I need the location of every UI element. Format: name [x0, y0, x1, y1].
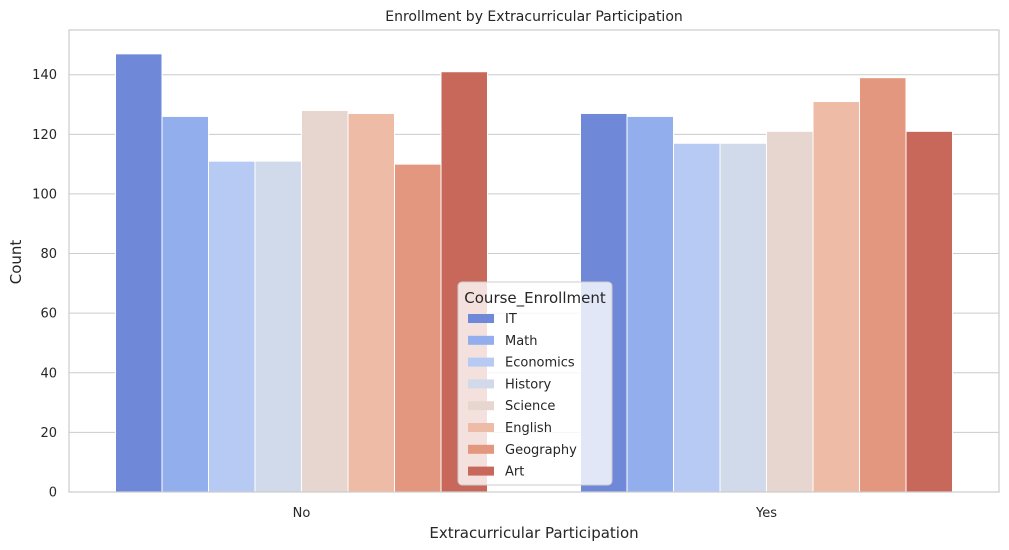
legend-swatch-it — [468, 314, 494, 323]
x-tick-labels: No Yes — [293, 506, 778, 521]
bar-geography-yes — [859, 77, 907, 493]
legend: Course_Enrollment IT Math Economics History S… — [457, 281, 613, 486]
bar-math-no — [161, 115, 209, 493]
bar-economics-yes — [673, 142, 721, 493]
legend-swatch-history — [468, 379, 494, 389]
legend-label-art: Art — [505, 465, 524, 480]
legend-label-history: History — [505, 377, 552, 392]
bar-economics-no — [208, 160, 256, 493]
legend-swatch-english — [468, 423, 494, 432]
legend-swatch-geography — [468, 444, 494, 454]
y-tick-label: 20 — [40, 426, 57, 441]
legend-title: Course_Enrollment — [464, 289, 606, 308]
bar-english-yes — [812, 101, 860, 493]
bar-science-yes — [766, 130, 814, 493]
bar-art-yes — [905, 130, 953, 493]
bars — [115, 53, 953, 493]
legend-label-science: Science — [505, 399, 555, 414]
bar-geography-no — [394, 163, 442, 493]
plot-frame — [68, 29, 1000, 493]
y-tick-label: 140 — [32, 68, 57, 83]
bar-math-yes — [626, 115, 674, 493]
legend-label-math: Math — [505, 334, 538, 349]
y-tick-label: 80 — [40, 247, 57, 262]
y-axis-label: Count — [7, 240, 25, 285]
legend-box — [457, 281, 613, 486]
bar-science-no — [301, 109, 349, 493]
bar-it-no — [115, 53, 163, 493]
y-tick-labels: 0 20 40 60 80 100 120 140 — [32, 68, 57, 500]
x-axis-label: Extracurricular Participation — [429, 524, 638, 542]
legend-swatch-math — [468, 335, 494, 345]
legend-swatch-economics — [468, 357, 494, 367]
x-tick-label: Yes — [755, 506, 777, 521]
y-tick-label: 100 — [32, 187, 57, 202]
chart-title: Enrollment by Extracurricular Participat… — [385, 9, 683, 25]
y-tick-label: 40 — [40, 366, 57, 381]
bar-history-no — [254, 160, 302, 493]
bar-english-no — [347, 112, 395, 493]
legend-swatch-science — [468, 401, 494, 411]
bar-history-yes — [719, 142, 767, 493]
legend-label-geography: Geography — [505, 443, 577, 458]
legend-label-english: English — [505, 421, 552, 436]
y-tick-label: 120 — [32, 128, 57, 143]
y-tick-label: 0 — [49, 486, 57, 501]
legend-label-economics: Economics — [505, 356, 575, 371]
legend-label-it: IT — [505, 312, 517, 327]
x-tick-label: No — [293, 506, 311, 521]
y-tick-label: 60 — [40, 307, 57, 322]
legend-swatch-art — [468, 466, 494, 476]
